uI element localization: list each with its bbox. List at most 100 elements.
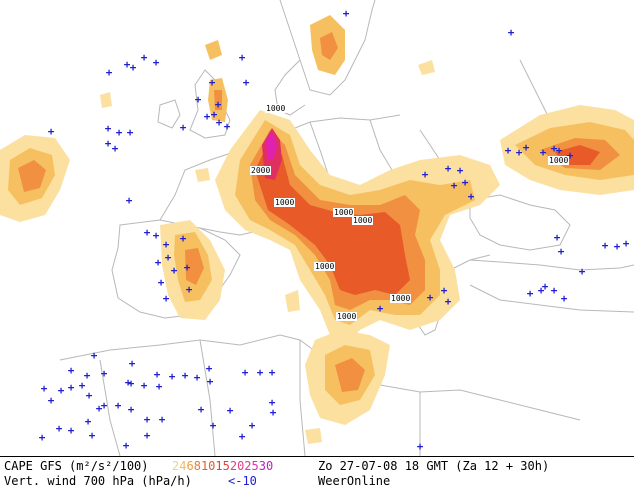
vert-wind-marker: + — [180, 121, 187, 134]
vert-wind-marker: + — [567, 149, 574, 162]
vert-wind-marker: + — [239, 51, 246, 64]
vert-wind-marker: + — [165, 251, 172, 264]
vert-wind-marker: + — [206, 362, 213, 375]
vert-wind-marker: + — [39, 431, 46, 444]
vert-wind-marker: + — [242, 366, 249, 379]
vert-wind-marker: + — [558, 245, 565, 258]
vert-wind-marker: + — [105, 122, 112, 135]
vert-wind-marker: + — [182, 369, 189, 382]
vert-wind-marker: + — [579, 265, 586, 278]
contour-label: 1000 — [314, 262, 336, 271]
cape-area-south-med-high — [335, 358, 365, 392]
cape-fields — [0, 15, 634, 444]
vert-wind-marker: + — [169, 370, 176, 383]
vert-wind-marker: + — [216, 116, 223, 129]
vert-wind-marker: + — [144, 413, 151, 426]
vert-wind-marker: + — [516, 146, 523, 159]
vert-wind-marker: + — [215, 98, 222, 111]
vert-wind-marker: + — [106, 66, 113, 79]
cape-area-blob-1 — [205, 40, 222, 60]
vert-wind-marker: + — [159, 413, 166, 426]
vert-wind-marker: + — [211, 108, 218, 121]
vert-wind-markers: +++ ++ ++++++ +++ + +++ + +++ ++ + ++ ++++ + + ++ +++ ++… — [39, 7, 630, 453]
provider-name: WeerOnline — [318, 474, 391, 488]
vert-wind-marker: + — [239, 430, 246, 443]
vert-wind-marker: + — [249, 419, 256, 432]
vert-wind-marker: + — [48, 394, 55, 407]
contour-label: 1000 — [265, 104, 287, 113]
vert-wind-marker: + — [523, 141, 530, 154]
cape-area-central-europe-veryhigh — [255, 140, 410, 295]
cape-area-scandinavia-core — [320, 32, 338, 60]
vert-wind-marker: + — [144, 429, 151, 442]
cape-scale-value: 15 — [215, 459, 230, 473]
vert-wind-marker: + — [462, 176, 469, 189]
cape-area-blob-3 — [100, 92, 112, 108]
vert-wind-marker: + — [445, 162, 452, 175]
cape-area-blob-2 — [418, 60, 435, 75]
contour-label: 1000 — [352, 216, 374, 225]
cape-scale-value: 2 — [172, 459, 180, 473]
vert-wind-marker: + — [79, 379, 86, 392]
vert-wind-marker: + — [209, 76, 216, 89]
vert-wind-marker: + — [68, 424, 75, 437]
vert-wind-marker: + — [556, 144, 563, 157]
vert-wind-marker: + — [56, 422, 63, 435]
contour-label: 2000 — [250, 166, 272, 175]
contour-label: 1000 — [390, 294, 412, 303]
cape-area-blob-6 — [305, 428, 322, 444]
vert-wind-legend-label: Vert. wind 700 hPa (hPa/h) — [4, 474, 192, 488]
vert-wind-marker: + — [158, 276, 165, 289]
vert-wind-marker: + — [204, 110, 211, 123]
vert-wind-marker: + — [270, 406, 277, 419]
vert-wind-marker: + — [554, 231, 561, 244]
vert-wind-marker: + — [68, 364, 75, 377]
vert-wind-marker: + — [86, 389, 93, 402]
vert-wind-marker: + — [123, 439, 130, 452]
vert-wind-marker: + — [68, 381, 75, 394]
cape-area-blob-4 — [195, 168, 210, 182]
vert-wind-marker: + — [540, 146, 547, 159]
vert-wind-marker: + — [171, 264, 178, 277]
vert-wind-marker: + — [154, 368, 161, 381]
vert-wind-marker: + — [116, 126, 123, 139]
cape-area-central-europe-peak — [266, 132, 277, 160]
vert-wind-marker: + — [96, 402, 103, 415]
cape-scale-value: 25 — [244, 459, 259, 473]
vert-wind-marker: + — [602, 239, 609, 252]
vert-wind-marker: + — [542, 280, 549, 293]
cape-scale-value: 10 — [200, 459, 216, 473]
vert-wind-marker: + — [614, 240, 621, 253]
vert-wind-marker: + — [468, 190, 475, 203]
vert-wind-marker: + — [128, 377, 135, 390]
vert-wind-marker: + — [198, 403, 205, 416]
vert-wind-marker: + — [163, 292, 170, 305]
vert-wind-marker: + — [551, 284, 558, 297]
vert-wind-marker: + — [127, 126, 134, 139]
vert-wind-marker: + — [561, 292, 568, 305]
vert-wind-marker: + — [269, 366, 276, 379]
cape-area-britain-core — [214, 90, 222, 110]
vert-wind-marker: + — [58, 384, 65, 397]
vert-wind-marker: + — [156, 380, 163, 393]
vert-wind-marker: + — [180, 232, 187, 245]
vert-wind-threshold: <-10 — [228, 474, 257, 488]
vert-wind-marker: + — [377, 302, 384, 315]
vert-wind-marker: + — [101, 367, 108, 380]
vert-wind-marker: + — [105, 137, 112, 150]
vert-wind-marker: + — [417, 440, 424, 453]
contour-label: 1000 — [333, 208, 355, 217]
vert-wind-marker: + — [441, 284, 448, 297]
cape-scale-value: 4 — [179, 459, 187, 473]
vert-wind-marker: + — [115, 399, 122, 412]
vert-wind-marker: + — [155, 256, 162, 269]
vert-wind-marker: + — [124, 58, 131, 71]
vert-wind-marker: + — [41, 382, 48, 395]
cape-scale-value: 30 — [258, 459, 274, 473]
vert-wind-marker: + — [141, 379, 148, 392]
cape-legend-label: CAPE GFS (m²/s²/100) — [4, 459, 149, 473]
vert-wind-marker: + — [153, 229, 160, 242]
vert-wind-marker: + — [84, 369, 91, 382]
cape-area-blob-5 — [285, 290, 300, 312]
vert-wind-marker: + — [89, 429, 96, 442]
